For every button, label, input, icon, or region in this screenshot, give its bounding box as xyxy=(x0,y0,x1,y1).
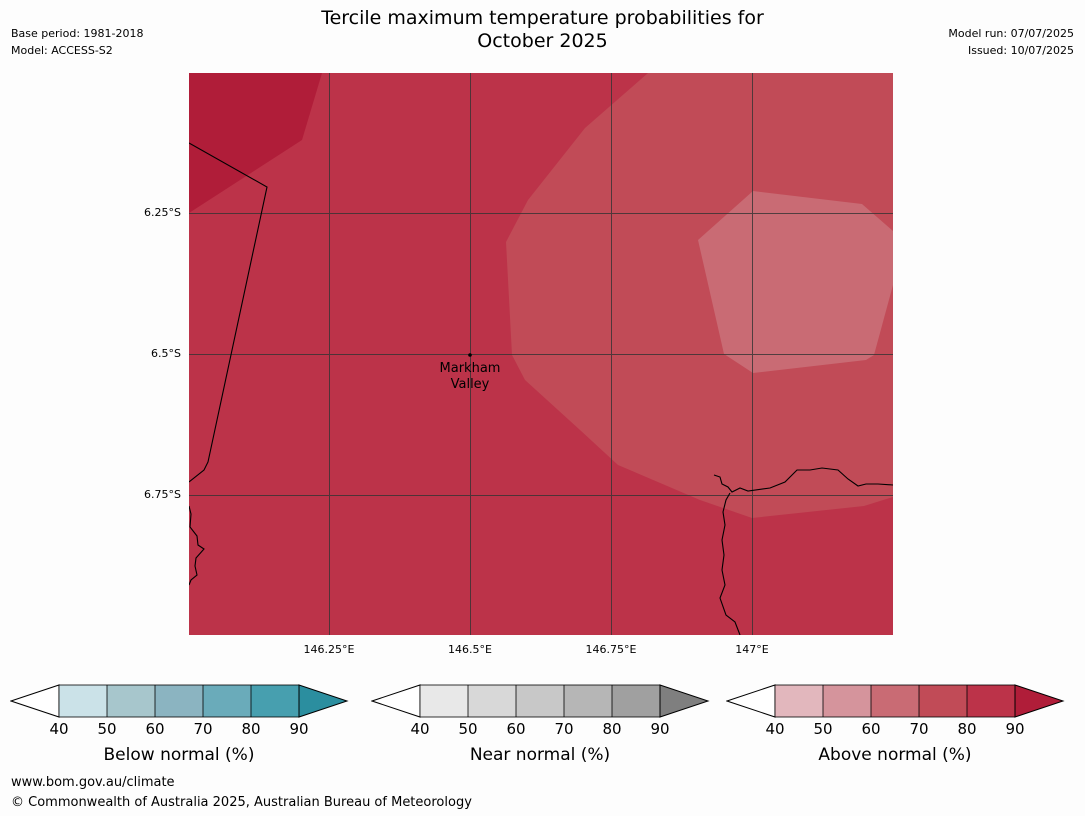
region-above-70-80 xyxy=(506,73,893,518)
cbar-above-bin-60-70 xyxy=(871,685,919,717)
colorbar-above-normal: 40 50 60 70 80 90 Above normal (%) xyxy=(725,684,1066,765)
lon-label-147: 147°E xyxy=(735,643,769,656)
cbar-above-bin-50-60 xyxy=(823,685,871,717)
cbar-near-high-cap xyxy=(659,684,710,718)
model-text: Model: ACCESS-S2 xyxy=(11,44,113,57)
lat-label-65: 6.5°S xyxy=(151,347,181,360)
cbar-near-bin-60-70 xyxy=(516,685,564,717)
cbar-below-tick: 60 xyxy=(145,720,165,738)
cbar-below-low-cap xyxy=(9,684,60,718)
cbar-below-tick: 80 xyxy=(241,720,261,738)
cbar-above-low-cap xyxy=(725,684,776,718)
chart-title: Tercile maximum temperature probabilitie… xyxy=(0,7,1085,53)
cbar-near-tick: 80 xyxy=(602,720,622,738)
cbar-near-low-cap xyxy=(370,684,421,718)
coastline-and-borders xyxy=(189,142,893,635)
cbar-below-tick: 90 xyxy=(289,720,309,738)
issued-text: Issued: 10/07/2025 xyxy=(967,44,1074,57)
markham-valley-marker xyxy=(468,353,472,357)
cbar-above-tick: 70 xyxy=(909,720,929,738)
cbar-below-high-cap xyxy=(298,684,349,718)
region-above-60-70 xyxy=(698,191,893,373)
border-line xyxy=(189,142,268,483)
lon-label-1465: 146.5°E xyxy=(448,643,492,656)
cbar-above-bin-80-90 xyxy=(967,685,1015,717)
cbar-below-bin-70-80 xyxy=(203,685,251,717)
cbar-near-bin-80-90 xyxy=(612,685,660,717)
markham-valley-label-1: Markham xyxy=(440,361,501,376)
colorbar-near-normal: 40 50 60 70 80 90 Near normal (%) xyxy=(370,684,711,765)
cbar-above-tick: 40 xyxy=(765,720,785,738)
colorbar-below-svg xyxy=(9,684,349,718)
cbar-below-bin-60-70 xyxy=(155,685,203,717)
east-coast xyxy=(713,467,893,493)
cbar-above-tick: 90 xyxy=(1005,720,1025,738)
meta-right: Model run: 07/07/2025 Issued: 10/07/2025 xyxy=(948,25,1074,59)
map-svg: Markham Valley xyxy=(189,73,893,635)
cbar-below-bin-40-50 xyxy=(59,685,107,717)
map-area: Markham Valley 6.25°S 6.5°S 6.75°S 146.2… xyxy=(144,73,893,656)
footer-copyright: © Commonwealth of Australia 2025, Austra… xyxy=(11,795,472,810)
east-coast-south xyxy=(719,492,741,635)
cbar-above-tick: 50 xyxy=(813,720,833,738)
cbar-near-caption: Near normal (%) xyxy=(469,745,611,765)
cbar-near-tick: 50 xyxy=(458,720,478,738)
model-run-text: Model run: 07/07/2025 xyxy=(948,27,1074,40)
cbar-above-tick: 60 xyxy=(861,720,881,738)
cbar-near-tick: 90 xyxy=(650,720,670,738)
base-period-text: Base period: 1981-2018 xyxy=(11,27,144,40)
cbar-near-bin-50-60 xyxy=(468,685,516,717)
cbar-near-bin-40-50 xyxy=(420,685,468,717)
cbar-below-bin-50-60 xyxy=(107,685,155,717)
cbar-above-high-cap xyxy=(1014,684,1065,718)
cbar-below-tick: 50 xyxy=(97,720,117,738)
cbar-near-tick: 70 xyxy=(554,720,574,738)
colorbar-near-svg xyxy=(370,684,710,718)
chart-title-line-1: Tercile maximum temperature probabilitie… xyxy=(321,7,764,29)
lat-label-675: 6.75°S xyxy=(144,488,181,501)
meta-left: Base period: 1981-2018 Model: ACCESS-S2 xyxy=(11,25,143,59)
cbar-below-bin-80-90 xyxy=(251,685,299,717)
colorbar-below-normal: 40 50 60 70 80 90 Below normal (%) xyxy=(9,684,350,765)
lon-label-14625: 146.25°E xyxy=(303,643,355,656)
lon-label-14675: 146.75°E xyxy=(585,643,637,656)
cbar-below-caption: Below normal (%) xyxy=(103,745,255,765)
cbar-above-tick: 80 xyxy=(957,720,977,738)
cbar-near-tick: 40 xyxy=(410,720,430,738)
cbar-above-caption: Above normal (%) xyxy=(818,745,972,765)
cbar-above-bin-70-80 xyxy=(919,685,967,717)
cbar-near-tick: 60 xyxy=(506,720,526,738)
cbar-below-tick: 40 xyxy=(49,720,69,738)
colorbar-above-svg xyxy=(725,684,1065,718)
region-above-90-plus xyxy=(189,73,322,213)
chart-title-line-2: October 2025 xyxy=(477,30,608,52)
markham-valley-label-2: Valley xyxy=(451,377,490,392)
cbar-above-bin-40-50 xyxy=(775,685,823,717)
footer-url: www.bom.gov.au/climate xyxy=(11,775,175,790)
west-coast xyxy=(189,505,205,586)
cbar-near-bin-70-80 xyxy=(564,685,612,717)
lat-label-625: 6.25°S xyxy=(144,206,181,219)
cbar-below-tick: 70 xyxy=(193,720,213,738)
